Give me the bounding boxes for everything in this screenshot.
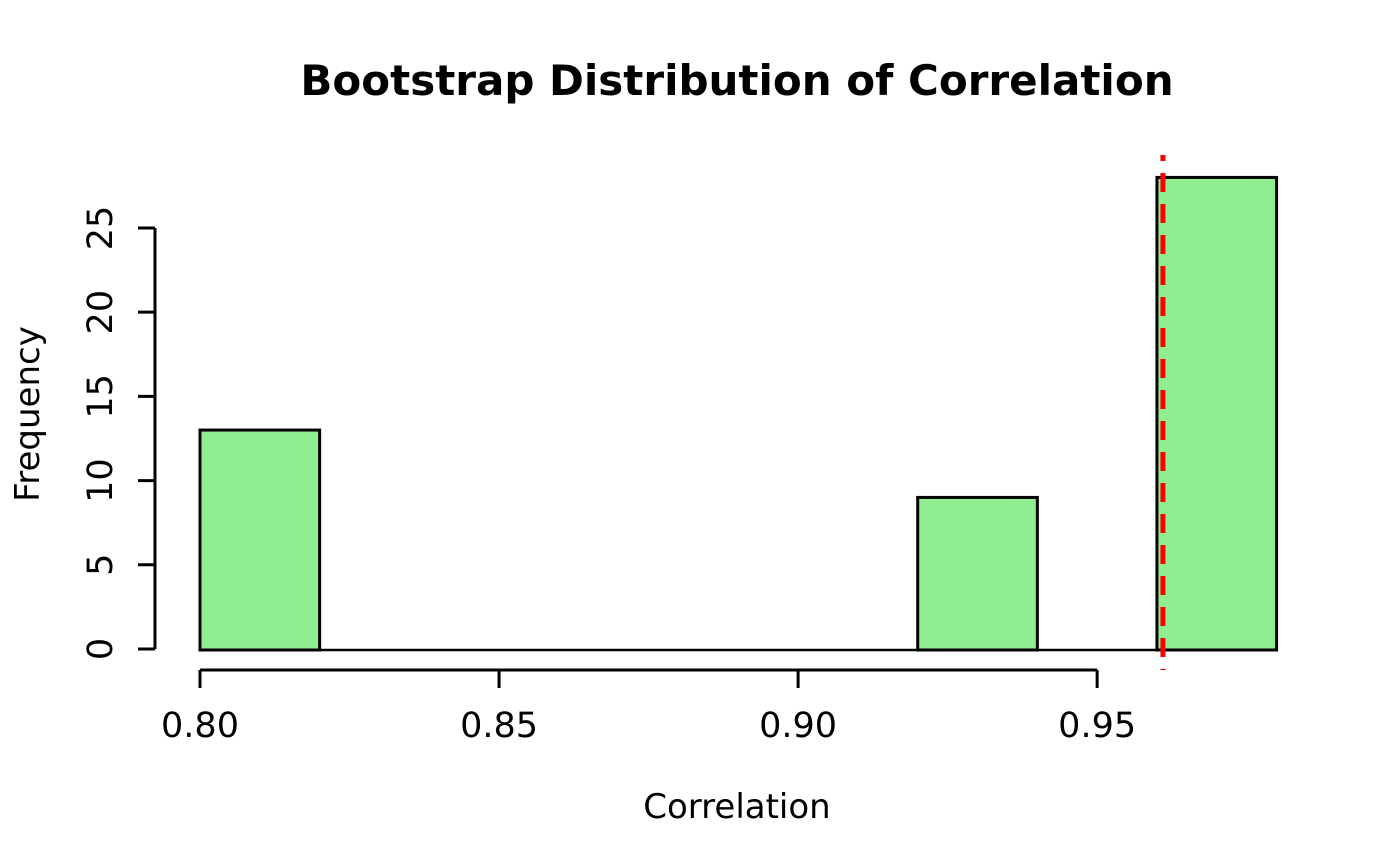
x-axis-tick-label: 0.80 xyxy=(161,706,239,746)
x-axis-tick-label: 0.95 xyxy=(1058,706,1136,746)
y-axis-tick-label: 10 xyxy=(81,458,121,503)
y-axis-tick-label: 25 xyxy=(81,206,121,251)
x-axis-label: Correlation xyxy=(643,787,831,827)
histogram-bar xyxy=(916,495,1039,652)
histogram-bar xyxy=(198,428,322,652)
y-axis-tick-label: 15 xyxy=(81,374,121,419)
x-axis-tick-label: 0.90 xyxy=(759,706,837,746)
x-axis-tick-label: 0.85 xyxy=(460,706,538,746)
histogram-bar xyxy=(1155,175,1279,652)
chart-title: Bootstrap Distribution of Correlation xyxy=(300,56,1174,105)
y-axis-tick-label: 5 xyxy=(81,554,121,576)
y-axis-tick-label: 0 xyxy=(81,638,121,660)
y-axis-tick-label: 20 xyxy=(81,290,121,335)
